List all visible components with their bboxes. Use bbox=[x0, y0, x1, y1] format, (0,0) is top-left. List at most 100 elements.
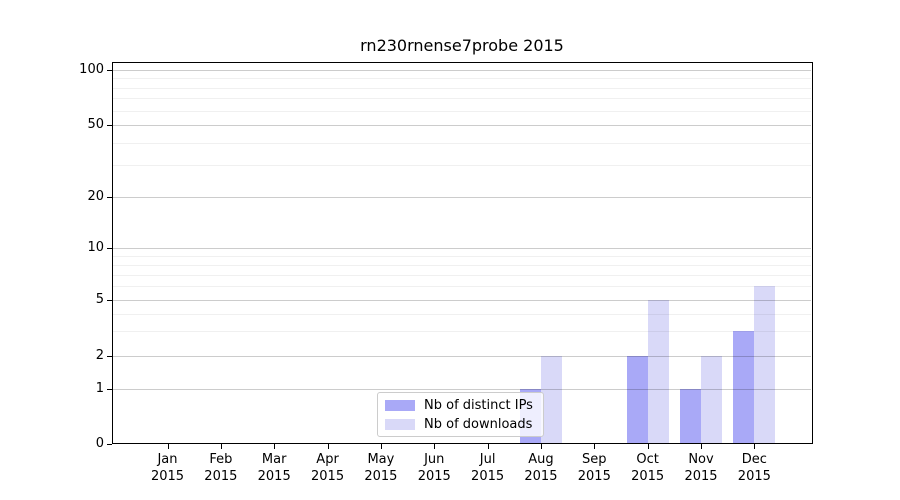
x-tick-label: Aug 2015 bbox=[509, 451, 573, 485]
y-tick-label: 1 bbox=[95, 381, 104, 396]
x-tick bbox=[167, 444, 169, 449]
y-tick-label: 5 bbox=[95, 292, 104, 307]
x-tick-label-line: 2015 bbox=[631, 469, 665, 484]
x-tick-label-line: Nov bbox=[688, 452, 714, 467]
legend-swatch-distinct-ips bbox=[385, 399, 415, 411]
gridline-minor bbox=[113, 331, 811, 333]
gridline-minor bbox=[113, 165, 811, 167]
y-tick bbox=[107, 248, 112, 249]
x-tick-label-line: 2015 bbox=[577, 469, 611, 484]
x-tick-label-line: May bbox=[367, 452, 395, 467]
x-tick bbox=[274, 444, 276, 449]
x-tick-label: May 2015 bbox=[349, 451, 413, 485]
y-tick-label: 2 bbox=[95, 348, 104, 363]
gridline-minor bbox=[113, 98, 811, 100]
y-tick bbox=[107, 300, 112, 301]
gridline-major bbox=[113, 389, 811, 390]
bar-oct-2015-nb-of-distinct-ips bbox=[626, 356, 648, 444]
y-tick-label: 10 bbox=[87, 240, 104, 255]
x-tick bbox=[220, 444, 222, 449]
gridline-minor bbox=[113, 87, 811, 89]
x-tick-label-line: 2015 bbox=[204, 469, 238, 484]
x-tick-label: Apr 2015 bbox=[296, 451, 360, 485]
bar-oct-2015-nb-of-downloads bbox=[647, 300, 669, 444]
y-tick bbox=[107, 356, 112, 357]
gridline-minor bbox=[113, 142, 811, 144]
x-tick-label-line: Dec bbox=[741, 452, 767, 467]
x-tick bbox=[327, 444, 329, 449]
plot-border-bottom bbox=[112, 443, 813, 444]
y-tick-label: 20 bbox=[87, 189, 104, 204]
x-tick-label-line: Jan bbox=[157, 452, 178, 467]
x-tick-label: Nov 2015 bbox=[669, 451, 733, 485]
gridline-minor bbox=[113, 110, 811, 112]
legend-swatch-downloads bbox=[385, 418, 415, 430]
x-tick-label-line: 2015 bbox=[471, 469, 505, 484]
x-tick-label-line: 2015 bbox=[524, 469, 558, 484]
x-tick bbox=[380, 444, 382, 449]
y-tick-label: 0 bbox=[95, 435, 104, 451]
gridline-minor bbox=[113, 274, 811, 276]
x-tick-label-line: 2015 bbox=[257, 469, 291, 484]
gridline-minor bbox=[113, 286, 811, 288]
legend: Nb of distinct IPs Nb of downloads bbox=[377, 392, 544, 437]
legend-label-distinct-ips: Nb of distinct IPs bbox=[424, 397, 533, 413]
gridline-major bbox=[113, 70, 811, 71]
gridline-major bbox=[113, 248, 811, 249]
x-tick-label-line: Jul bbox=[479, 452, 496, 467]
x-tick-label-line: Apr bbox=[316, 452, 339, 467]
x-tick-label: Sep 2015 bbox=[562, 451, 626, 485]
x-tick-label-line: Mar bbox=[261, 452, 287, 467]
x-tick-label-line: Oct bbox=[636, 452, 659, 467]
x-tick-label: Dec 2015 bbox=[722, 451, 786, 485]
y-tick bbox=[107, 70, 112, 71]
gridline-minor bbox=[113, 264, 811, 266]
plot-border-left bbox=[112, 62, 113, 444]
x-tick-label-line: Sep bbox=[582, 452, 607, 467]
x-tick bbox=[540, 444, 542, 449]
y-tick bbox=[107, 443, 112, 445]
x-tick bbox=[434, 444, 436, 449]
chart-title: rn230rnense7probe 2015 bbox=[360, 36, 564, 55]
x-tick bbox=[754, 444, 756, 449]
x-tick-label-line: 2015 bbox=[417, 469, 451, 484]
gridline-major bbox=[113, 197, 811, 198]
x-tick bbox=[647, 444, 649, 449]
x-tick-label: Oct 2015 bbox=[616, 451, 680, 485]
gridline-major bbox=[113, 125, 811, 126]
legend-item-downloads: Nb of downloads bbox=[385, 417, 535, 432]
x-tick-label: Jun 2015 bbox=[402, 451, 466, 485]
x-tick bbox=[701, 444, 702, 449]
gridline-minor bbox=[113, 255, 811, 257]
gridline-major bbox=[113, 356, 811, 357]
plot-border-top bbox=[112, 62, 812, 63]
x-tick-label: Mar 2015 bbox=[242, 451, 306, 485]
x-tick bbox=[594, 444, 596, 449]
x-tick-label-line: Jun bbox=[424, 452, 445, 467]
x-tick-label-line: 2015 bbox=[364, 469, 398, 484]
x-tick-label-line: 2015 bbox=[737, 469, 771, 484]
legend-label-downloads: Nb of downloads bbox=[424, 416, 533, 432]
x-tick-label-line: Aug bbox=[528, 452, 554, 467]
gridline-minor bbox=[113, 78, 811, 80]
gridline-minor bbox=[113, 313, 811, 315]
y-tick bbox=[107, 125, 112, 126]
x-tick-label-line: 2015 bbox=[150, 469, 185, 484]
bar-dec-2015-nb-of-distinct-ips bbox=[733, 331, 755, 444]
plot-border-right bbox=[812, 62, 813, 444]
x-tick-label-line: 2015 bbox=[684, 469, 718, 484]
gridline-major bbox=[113, 300, 811, 301]
bar-nov-2015-nb-of-distinct-ips bbox=[680, 389, 701, 444]
x-tick bbox=[487, 444, 489, 449]
bar-nov-2015-nb-of-downloads bbox=[701, 356, 722, 444]
y-tick bbox=[107, 389, 112, 390]
y-tick-label: 50 bbox=[87, 117, 104, 132]
y-tick bbox=[107, 197, 112, 198]
x-tick-label: Feb 2015 bbox=[189, 451, 253, 485]
x-tick-label-line: Feb bbox=[209, 452, 233, 467]
x-tick-label: Jul 2015 bbox=[456, 451, 520, 485]
x-tick-label-line: 2015 bbox=[311, 469, 345, 484]
y-tick-label: 100 bbox=[79, 62, 104, 77]
